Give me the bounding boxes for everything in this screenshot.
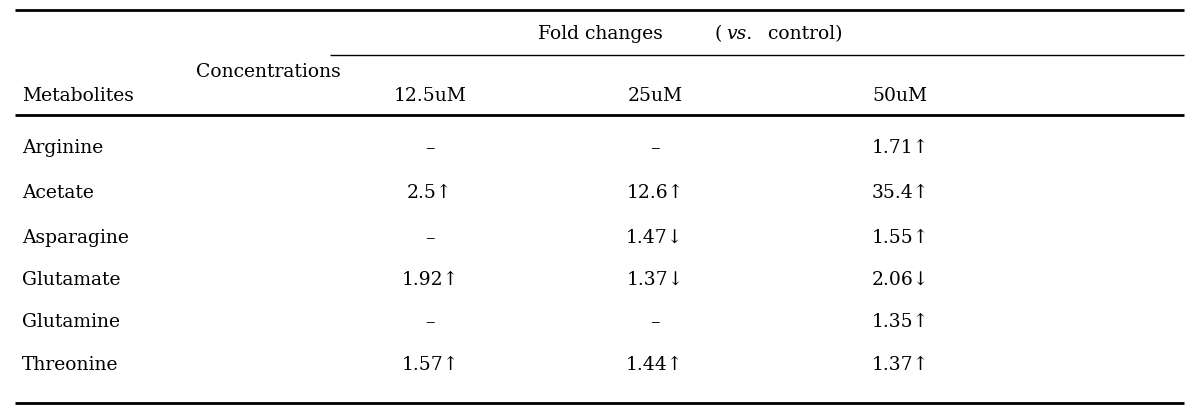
- Text: 50uM: 50uM: [873, 87, 928, 105]
- Text: 1.92↑: 1.92↑: [402, 271, 459, 289]
- Text: Glutamate: Glutamate: [22, 271, 121, 289]
- Text: 1.57↑: 1.57↑: [402, 356, 459, 374]
- Text: 1.47↓: 1.47↓: [626, 229, 683, 247]
- Text: Concentrations: Concentrations: [195, 63, 341, 81]
- Text: 25uM: 25uM: [627, 87, 682, 105]
- Text: 12.6↑: 12.6↑: [626, 184, 683, 202]
- Text: 1.37↓: 1.37↓: [626, 271, 683, 289]
- Text: 2.5↑: 2.5↑: [408, 184, 453, 202]
- Text: 1.71↑: 1.71↑: [872, 139, 929, 157]
- Text: Asparagine: Asparagine: [22, 229, 128, 247]
- Text: –: –: [426, 313, 435, 331]
- Text: vs.: vs.: [727, 25, 752, 43]
- Text: Acetate: Acetate: [22, 184, 94, 202]
- Text: control): control): [763, 25, 843, 43]
- Text: Threonine: Threonine: [22, 356, 119, 374]
- Text: 1.44↑: 1.44↑: [626, 356, 683, 374]
- Text: –: –: [650, 313, 659, 331]
- Text: 2.06↓: 2.06↓: [872, 271, 929, 289]
- Text: –: –: [426, 229, 435, 247]
- Text: 35.4↑: 35.4↑: [872, 184, 929, 202]
- Text: 12.5uM: 12.5uM: [393, 87, 466, 105]
- Text: 1.35↑: 1.35↑: [872, 313, 929, 331]
- Text: 1.55↑: 1.55↑: [872, 229, 929, 247]
- Text: –: –: [426, 139, 435, 157]
- Text: Metabolites: Metabolites: [22, 87, 134, 105]
- Text: 1.37↑: 1.37↑: [872, 356, 929, 374]
- Text: Fold changes: Fold changes: [537, 25, 662, 43]
- Text: –: –: [650, 139, 659, 157]
- Text: Arginine: Arginine: [22, 139, 103, 157]
- Text: Glutamine: Glutamine: [22, 313, 120, 331]
- Text: (: (: [715, 25, 722, 43]
